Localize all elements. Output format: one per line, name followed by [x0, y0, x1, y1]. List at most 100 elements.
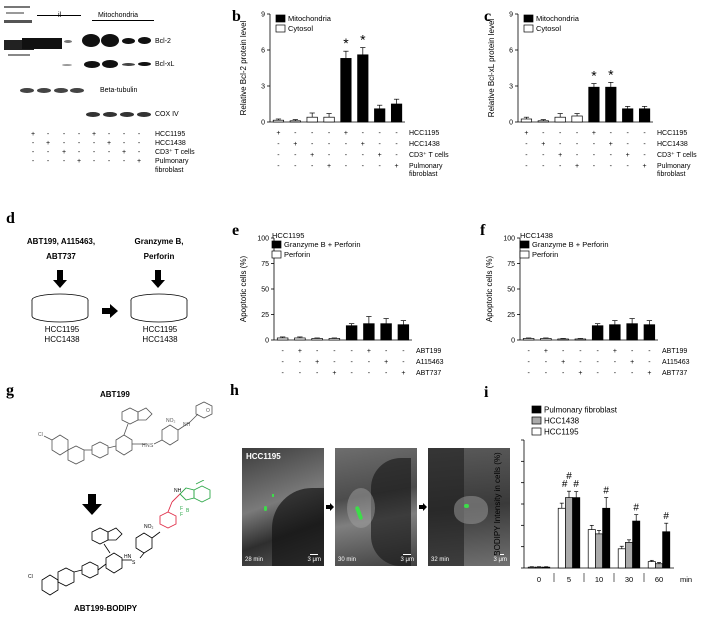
bar	[535, 566, 543, 569]
condition-sign: +	[575, 163, 579, 170]
condition-sign: -	[78, 140, 81, 147]
band	[138, 62, 151, 66]
y-axis-label: BODIPY Intensity in cells (%)	[493, 452, 502, 556]
condition-sign: -	[614, 370, 617, 377]
condition-sign: +	[558, 152, 562, 159]
y-tick-label: 0	[261, 120, 265, 127]
bar	[540, 338, 552, 341]
condition-sign: -	[610, 152, 613, 159]
condition-sign: +	[361, 141, 365, 148]
condition-sign: +	[310, 152, 314, 159]
condition-sign: -	[32, 158, 35, 165]
micro-frame-2: 30 min 3 μm	[335, 448, 417, 566]
legend-swatch	[519, 240, 530, 249]
bar	[276, 337, 289, 341]
condition-sign: -	[593, 141, 596, 148]
y-tick-label: 75	[261, 261, 269, 268]
y-tick-label: 0	[511, 338, 515, 345]
condition-sign: +	[315, 359, 319, 366]
condition-sign: -	[345, 141, 348, 148]
condition-sign: -	[63, 131, 66, 138]
condition-sign: -	[316, 348, 319, 355]
condition-label: ABT737	[416, 370, 441, 377]
legend-swatch	[271, 250, 282, 259]
condition-sign: +	[276, 130, 280, 137]
drug-label-line2: ABT737	[46, 252, 76, 261]
y-tick-label: 9	[261, 12, 265, 19]
svg-text:F: F	[180, 512, 183, 518]
condition-label: HCC1195	[409, 130, 439, 137]
condition-sign: -	[277, 152, 280, 159]
structure-label-abt199-bodipy: ABT199-BODIPY	[74, 604, 138, 613]
bar	[602, 507, 611, 569]
condition-label: CD3⁺ T cells	[657, 151, 697, 159]
condition-sign: +	[544, 348, 548, 355]
condition-sign: -	[368, 359, 371, 366]
frame-time: 30 min	[338, 557, 357, 563]
condition-label: ABT199	[416, 348, 441, 355]
band	[122, 63, 135, 66]
condition-label: ABT199	[662, 348, 687, 355]
x-unit-label: min	[680, 575, 692, 584]
condition-label: A115463	[416, 359, 444, 366]
down-arrow-icon	[82, 494, 102, 515]
svg-text:NO₂: NO₂	[166, 418, 176, 424]
condition-sign: +	[541, 141, 545, 148]
svg-text:O: O	[206, 408, 210, 414]
condition-sign: +	[401, 370, 405, 377]
condition-sign: -	[345, 152, 348, 159]
condition-sign: -	[596, 348, 599, 355]
bar	[557, 338, 569, 341]
condition-sign: +	[327, 163, 331, 170]
legend-label: Granzyme B + Perforin	[284, 240, 361, 249]
bar	[587, 529, 596, 569]
condition-sign: -	[643, 152, 646, 159]
legend-label: Cytosol	[288, 24, 313, 33]
condition-sign: +	[367, 348, 371, 355]
significance-mark: #	[566, 471, 572, 482]
condition-sign: -	[379, 163, 382, 170]
bar	[390, 103, 403, 123]
bar	[595, 533, 603, 569]
cond-label-hcc1195: HCC1195	[155, 131, 186, 138]
effector-label-line1: Granzyme B,	[134, 237, 184, 246]
condition-sign: +	[62, 149, 66, 156]
condition-sign: -	[627, 141, 630, 148]
significance-mark: #	[562, 479, 568, 490]
bar	[527, 566, 536, 569]
cond-label-hcc1438: HCC1438	[155, 140, 186, 147]
band	[62, 64, 72, 66]
condition-label: fibroblast	[657, 171, 685, 178]
condition-sign: +	[122, 149, 126, 156]
condition-sign: -	[614, 359, 617, 366]
legend-swatch	[519, 250, 530, 259]
panel-letter-d: d	[6, 210, 15, 227]
condition-sign: -	[328, 152, 331, 159]
y-axis-label: Relative Bcl-xL protein level	[487, 19, 496, 118]
y-tick-label: 25	[261, 312, 269, 319]
condition-sign: +	[384, 359, 388, 366]
condition-sign: -	[350, 359, 353, 366]
condition-sign: -	[108, 158, 111, 165]
bar	[328, 338, 341, 341]
condition-sign: -	[385, 370, 388, 377]
bar	[591, 325, 604, 341]
condition-sign: -	[311, 163, 314, 170]
condition-label: HCC1195	[657, 130, 687, 137]
legend-label: HCC1438	[544, 417, 580, 426]
condition-sign: -	[138, 140, 141, 147]
condition-label: A115463	[662, 359, 690, 366]
bar	[655, 563, 663, 569]
frame-time: 28 min	[245, 557, 264, 563]
svg-text:NO₂: NO₂	[144, 524, 154, 530]
condition-sign: -	[316, 370, 319, 377]
bar	[323, 116, 335, 123]
y-tick-label: 0	[509, 120, 513, 127]
schematic-wells	[31, 270, 188, 323]
legend-label: Cytosol	[536, 24, 561, 33]
x-tick-label: 0	[537, 575, 541, 584]
bar	[520, 118, 533, 123]
condition-label: ABT737	[662, 370, 687, 377]
significance-mark: #	[573, 479, 579, 490]
condition-sign: -	[579, 348, 582, 355]
